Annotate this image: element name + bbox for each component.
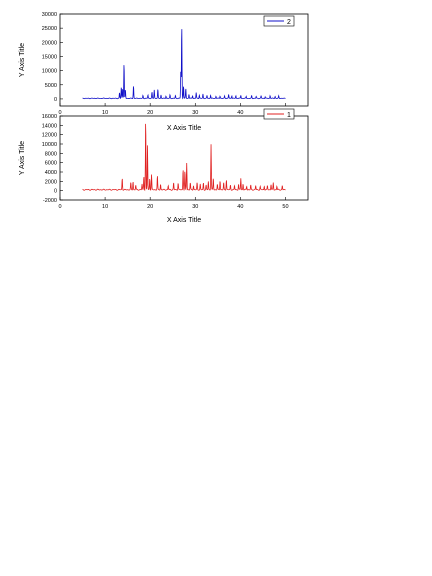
x-tick-label: 40	[237, 204, 243, 210]
x-tick-label: 0	[58, 110, 61, 116]
y-tick-label: 8000	[45, 151, 57, 157]
y-axis-title-top: Y Axis Title	[19, 43, 26, 77]
x-axis-title-top: X Axis Title	[167, 125, 201, 132]
x-tick-label: 0	[58, 204, 61, 210]
x-tick-label: 30	[192, 110, 198, 116]
y-tick-label: 25000	[42, 26, 57, 32]
y-tick-label: 0	[54, 189, 57, 195]
x-tick-label: 10	[102, 204, 108, 210]
legend-label-2: 2	[287, 19, 291, 26]
plot-frame-top	[59, 13, 309, 107]
y-tick-labels-bottom: -2000 0 2000 4000 6000 8000 10000 12000 14000 160…	[42, 114, 63, 204]
x-axis-title-bottom: X Axis Title	[167, 217, 201, 224]
y-tick-label: 6000	[45, 161, 57, 167]
y-tick-label: 16000	[42, 114, 57, 120]
y-tick-label: 10000	[42, 69, 57, 75]
y-tick-label: 12000	[42, 133, 57, 139]
y-tick-label: 2000	[45, 179, 57, 185]
y-axis-title-bottom: Y Axis Title	[19, 141, 26, 175]
x-tick-labels-bottom: 0 10 20 30 40 50	[58, 197, 289, 210]
x-tick-label: 30	[192, 204, 198, 210]
y-tick-label: 4000	[45, 170, 57, 176]
y-tick-label: -2000	[43, 198, 57, 204]
x-tick-label: 20	[147, 110, 153, 116]
y-tick-labels-top: 0 5000 10000 15000 20000 25000 30000	[42, 12, 63, 103]
y-tick-label: 14000	[42, 123, 57, 129]
legend-label-1: 1	[287, 112, 291, 119]
y-tick-label: 10000	[42, 142, 57, 148]
legend-top: 2	[263, 15, 295, 27]
x-tick-label: 50	[282, 204, 288, 210]
y-tick-label: 5000	[45, 83, 57, 89]
series-line-1	[82, 123, 286, 192]
series-line-2	[82, 29, 286, 100]
y-tick-label: 30000	[42, 12, 57, 18]
x-tick-label: 20	[147, 204, 153, 210]
legend-bottom: 1	[263, 108, 295, 120]
x-tick-label: 40	[237, 110, 243, 116]
plot-frame-bottom	[59, 115, 309, 201]
y-tick-label: 15000	[42, 54, 57, 60]
chart-bottom: 0 10 20 30 40 50 -200002000400060008000100001…	[19, 108, 309, 224]
x-tick-label: 10	[102, 110, 108, 116]
y-tick-label: 0	[54, 97, 57, 103]
y-tick-label: 20000	[42, 40, 57, 46]
